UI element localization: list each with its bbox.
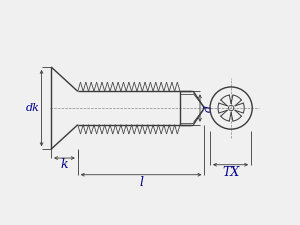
Text: l: l	[139, 176, 143, 189]
Text: d: d	[204, 104, 214, 112]
Text: TX: TX	[222, 166, 239, 179]
Text: k: k	[61, 158, 68, 171]
Text: dk: dk	[26, 103, 40, 113]
